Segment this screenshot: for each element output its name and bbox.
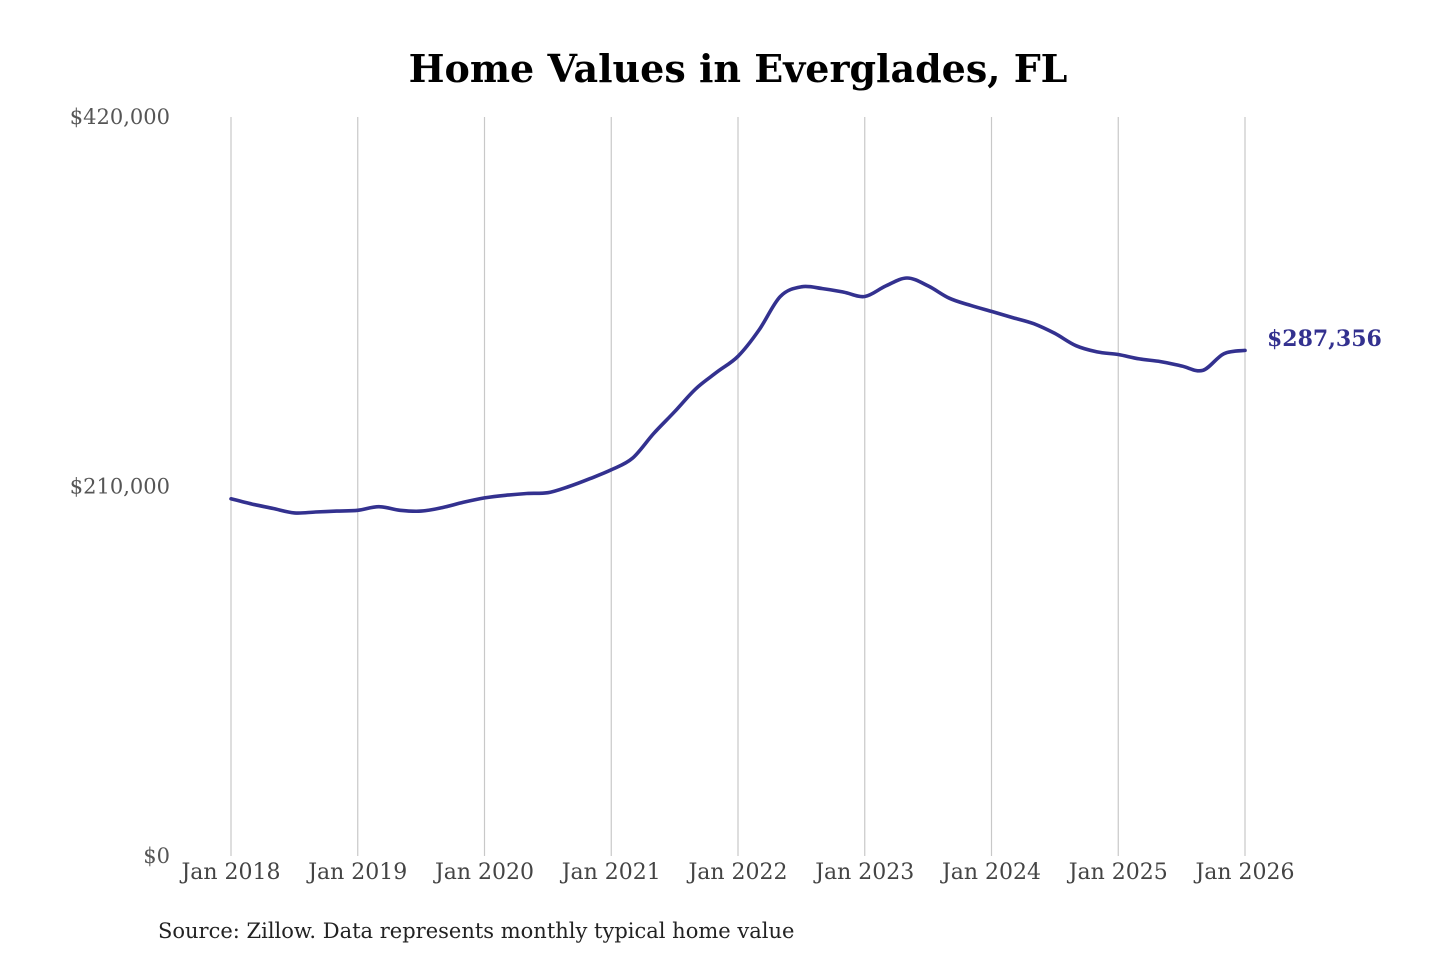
x-tick-label: Jan 2024 xyxy=(940,860,1041,885)
end-value-label: $287,356 xyxy=(1267,326,1382,352)
source-note: Source: Zillow. Data represents monthly … xyxy=(158,919,794,943)
series xyxy=(229,276,1247,515)
chart-title: Home Values in Everglades, FL xyxy=(409,46,1068,91)
y-axis: $0 $210,000 $420,000 xyxy=(70,105,170,868)
x-tick-label: Jan 2021 xyxy=(560,860,661,885)
x-tick-label: Jan 2025 xyxy=(1067,860,1168,885)
series-line xyxy=(229,276,1247,515)
x-tick-label: Jan 2019 xyxy=(306,860,407,885)
x-tick-label: Jan 2022 xyxy=(686,860,787,885)
grid xyxy=(230,117,1246,856)
x-axis: Jan 2018 Jan 2019 Jan 2020 Jan 2021 Jan 2022… xyxy=(179,860,1294,885)
y-tick-label: $210,000 xyxy=(70,475,170,499)
y-tick-label: $0 xyxy=(143,844,170,868)
x-tick-label: Jan 2018 xyxy=(179,860,280,885)
x-tick-label: Jan 2020 xyxy=(433,860,534,885)
x-tick-label: Jan 2026 xyxy=(1193,860,1294,885)
x-tick-label: Jan 2023 xyxy=(813,860,914,885)
y-tick-label: $420,000 xyxy=(70,105,170,129)
